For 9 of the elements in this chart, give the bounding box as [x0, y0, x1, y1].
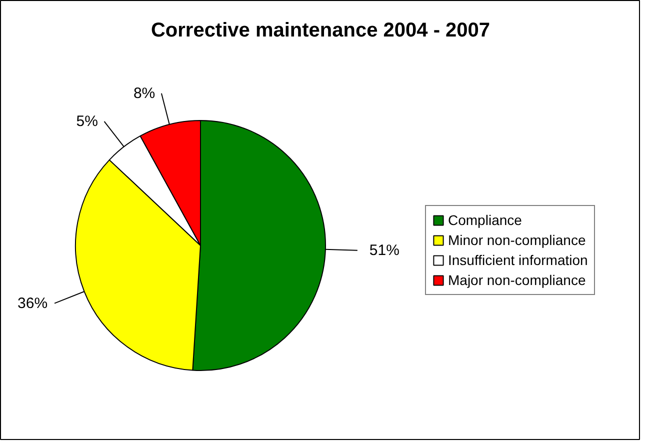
legend-label: Insufficient information [448, 252, 588, 268]
legend-label: Major non-compliance [448, 272, 586, 288]
data-label: 5% [76, 112, 98, 130]
chart-title: Corrective maintenance 2004 - 2007 [150, 20, 490, 42]
legend-label: Minor non-compliance [448, 232, 586, 248]
data-label: 51% [369, 242, 400, 259]
legend-label: Compliance [448, 212, 522, 228]
data-label: 8% [133, 84, 156, 102]
data-label: 36% [18, 294, 48, 312]
